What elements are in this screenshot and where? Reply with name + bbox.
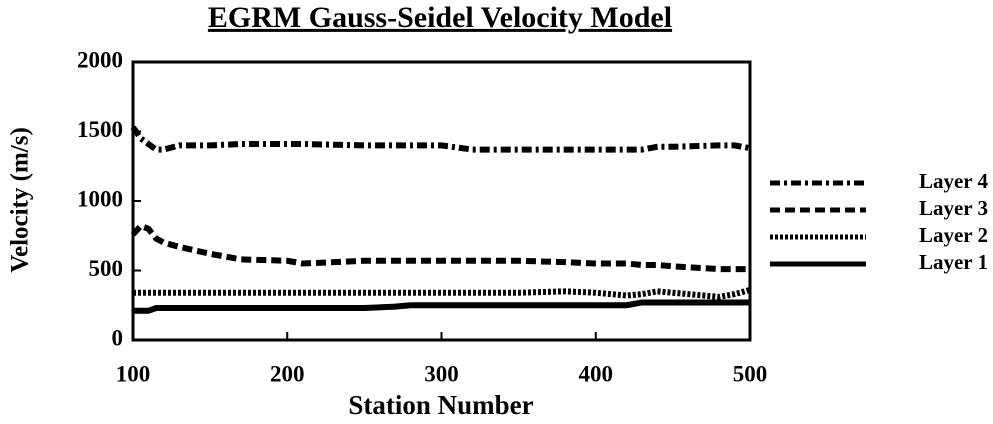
- plot-frame: [131, 60, 752, 342]
- series-line: [133, 287, 751, 300]
- x-tick-label: 400: [579, 361, 614, 386]
- x-axis-label: Station Number: [348, 390, 533, 420]
- x-tick-label: 300: [424, 361, 459, 386]
- y-tick-label: 1500: [77, 117, 123, 142]
- y-tick-label: 1000: [77, 186, 123, 211]
- series-line: [130, 125, 751, 153]
- y-tick-label: 0: [112, 325, 124, 350]
- legend-label: Layer 2: [919, 223, 988, 247]
- y-axis-label: Velocity (m/s): [7, 127, 34, 273]
- legend-label: Layer 3: [919, 196, 988, 220]
- legend-label: Layer 4: [919, 169, 989, 193]
- y-tick-label: 500: [89, 256, 124, 281]
- y-tick-label: 2000: [77, 47, 123, 72]
- x-tick-label: 200: [270, 361, 305, 386]
- x-tick-label: 500: [733, 361, 768, 386]
- series-line: [130, 222, 750, 273]
- chart-title: EGRM Gauss-Seidel Velocity Model: [208, 1, 672, 34]
- series-line: [133, 299, 750, 314]
- x-tick-label: 100: [116, 361, 151, 386]
- legend-label: Layer 1: [919, 250, 988, 274]
